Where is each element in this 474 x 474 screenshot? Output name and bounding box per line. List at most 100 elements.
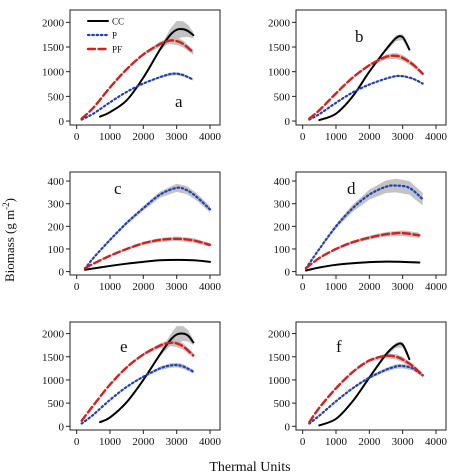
y-tick-label: 2000 xyxy=(268,17,291,29)
panel-e: 0 1000 2000 3000 4000 0 500 1000 1500 2000 e xyxy=(42,321,222,448)
x-tick-label: 3000 xyxy=(392,436,415,448)
y-tick-label: 1500 xyxy=(42,42,65,54)
x-tick-label: 0 xyxy=(300,131,306,143)
x-tick-label: 3000 xyxy=(166,281,189,293)
confidence-band-p xyxy=(309,75,423,120)
series-line-p xyxy=(80,72,195,121)
y-tick-label: 0 xyxy=(59,116,65,128)
y-tick-label: 0 xyxy=(59,267,65,279)
y-axis-label-text: Biomass (g m xyxy=(2,210,17,282)
x-tick-label: 2000 xyxy=(358,281,381,293)
legend-label-pf: PF xyxy=(112,45,122,55)
y-tick-label: 200 xyxy=(48,221,65,233)
y-tick-label: 100 xyxy=(274,244,291,256)
series-line-pf xyxy=(308,54,424,120)
panel-a: 0 1000 2000 3000 4000 0 500 1000 1500 2000 a xyxy=(42,9,222,143)
panel-frame xyxy=(69,9,221,126)
y-tick-label: 500 xyxy=(48,398,65,410)
x-tick-label: 0 xyxy=(74,281,80,293)
x-tick-label: 3000 xyxy=(392,131,415,143)
confidence-band-p xyxy=(309,363,423,424)
x-tick-label: 0 xyxy=(74,131,80,143)
panel-frame xyxy=(295,171,447,276)
panel-frame xyxy=(69,321,221,431)
y-axis-label: Biomass (g m-2) xyxy=(1,198,17,282)
y-tick-label: 300 xyxy=(274,199,291,211)
series-line-pf xyxy=(83,237,212,270)
x-tick-label: 4000 xyxy=(425,281,448,293)
x-tick-label: 1000 xyxy=(99,131,122,143)
legend-label-cc: CC xyxy=(112,17,124,27)
y-tick-label: 500 xyxy=(274,398,291,410)
y-tick-label: 0 xyxy=(285,267,291,279)
series-line-p xyxy=(308,74,424,121)
panel-d: 0 1000 2000 3000 4000 0 100 200 300 400 d xyxy=(274,171,448,293)
series-line-pf xyxy=(304,231,421,270)
confidence-band-cc xyxy=(100,20,194,117)
x-tick-label: 2000 xyxy=(358,436,381,448)
y-tick-label: 1500 xyxy=(268,42,291,54)
y-tick-label: 400 xyxy=(274,176,291,188)
x-tick-label: 4000 xyxy=(425,436,448,448)
series-line-cc xyxy=(84,258,211,271)
series-line-pf xyxy=(80,39,195,120)
y-tick-label: 1000 xyxy=(42,375,65,387)
y-tick-label: 1000 xyxy=(42,67,65,79)
series-line-p xyxy=(83,186,212,270)
confidence-band-cc xyxy=(100,326,194,423)
series-line-cc xyxy=(318,35,411,122)
x-tick-label: 0 xyxy=(300,436,306,448)
x-tick-label: 0 xyxy=(300,281,306,293)
y-tick-label: 300 xyxy=(48,199,65,211)
confidence-band-pf xyxy=(309,353,423,423)
y-axis-label-close: ) xyxy=(2,198,17,202)
x-tick-label: 1000 xyxy=(325,436,348,448)
panel-label: c xyxy=(114,179,122,198)
y-tick-label: 2000 xyxy=(42,17,65,29)
panel-b: 0 1000 2000 3000 4000 0 500 1000 1500 2000 b xyxy=(268,9,448,143)
y-tick-label: 1500 xyxy=(268,352,291,364)
x-tick-label: 1000 xyxy=(99,436,122,448)
legend-label-p: P xyxy=(112,31,117,41)
legend: CC P PF xyxy=(86,17,124,55)
series-line-p xyxy=(80,363,195,425)
y-tick-label: 1000 xyxy=(268,375,291,387)
confidence-band-pf xyxy=(81,339,194,421)
series-line-cc xyxy=(305,260,421,272)
x-tick-label: 1000 xyxy=(99,281,122,293)
x-tick-label: 2000 xyxy=(132,131,155,143)
y-tick-label: 0 xyxy=(59,421,65,433)
y-tick-label: 500 xyxy=(48,91,65,103)
y-tick-label: 0 xyxy=(285,116,291,128)
panel-label: d xyxy=(347,179,356,198)
x-tick-label: 1000 xyxy=(325,131,348,143)
confidence-band-p xyxy=(85,183,210,269)
x-tick-label: 3000 xyxy=(166,131,189,143)
confidence-band-pf xyxy=(81,37,194,119)
x-tick-label: 3000 xyxy=(392,281,415,293)
panel-frame xyxy=(69,171,221,276)
series-line-cc xyxy=(318,342,411,427)
x-tick-label: 1000 xyxy=(325,281,348,293)
y-tick-label: 400 xyxy=(48,176,65,188)
x-tick-label: 4000 xyxy=(199,131,222,143)
x-axis-label: Thermal Units xyxy=(209,460,290,474)
x-tick-label: 2000 xyxy=(358,131,381,143)
y-tick-label: 100 xyxy=(48,244,65,256)
y-axis-label-superscript: -2 xyxy=(1,202,11,210)
panel-label: e xyxy=(120,337,128,356)
x-tick-label: 4000 xyxy=(425,131,448,143)
series-line-p xyxy=(308,364,424,425)
x-tick-label: 0 xyxy=(74,436,80,448)
x-tick-label: 4000 xyxy=(199,436,222,448)
y-tick-label: 1500 xyxy=(42,352,65,364)
panel-f: 0 1000 2000 3000 4000 0 500 1000 1500 2000 f xyxy=(268,321,448,448)
x-tick-label: 2000 xyxy=(132,281,155,293)
confidence-band-p xyxy=(81,362,194,424)
panel-frame xyxy=(295,321,447,431)
x-tick-label: 4000 xyxy=(199,281,222,293)
y-tick-label: 2000 xyxy=(42,329,65,341)
x-tick-label: 2000 xyxy=(132,436,155,448)
panel-c: 0 1000 2000 3000 4000 0 100 200 300 400 c xyxy=(48,171,222,293)
